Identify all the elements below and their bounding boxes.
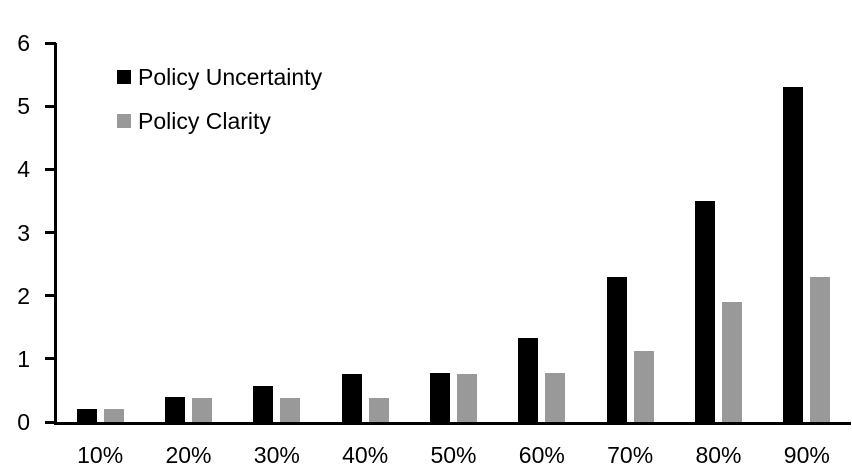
y-tick-label: 1: [17, 345, 30, 372]
bar-policy-uncertainty: [606, 276, 627, 422]
y-tick: [45, 231, 56, 234]
bar-policy-clarity: [368, 398, 389, 422]
y-axis-line: [54, 43, 57, 425]
y-tick: [45, 357, 56, 361]
x-axis-line: [54, 422, 851, 425]
legend-swatch-policy-uncertainty-icon: [117, 70, 131, 84]
y-tick-label: 0: [17, 409, 30, 435]
bar-policy-uncertainty: [783, 87, 804, 422]
x-tick-label: 50%: [430, 442, 477, 468]
x-tick-label: 70%: [607, 442, 654, 468]
bar-policy-clarity: [545, 373, 566, 422]
legend-label-policy-clarity: Policy Clarity: [138, 107, 271, 134]
bar-policy-uncertainty: [341, 374, 362, 422]
bar-policy-clarity: [722, 301, 742, 422]
bar-policy-uncertainty: [430, 372, 450, 422]
y-tick: [45, 41, 56, 45]
bar-policy-uncertainty: [518, 338, 539, 422]
bar-policy-clarity: [280, 398, 301, 422]
bar-policy-clarity: [457, 374, 477, 422]
bar-policy-uncertainty: [253, 386, 274, 422]
y-tick-label: 6: [17, 30, 30, 56]
y-tick: [45, 167, 56, 171]
legend-item-policy-uncertainty: Policy Uncertainty: [117, 63, 322, 91]
y-tick-label: 5: [17, 93, 30, 120]
bar-policy-clarity: [192, 398, 212, 422]
y-tick-label: 4: [17, 156, 30, 183]
bar-policy-uncertainty: [76, 409, 97, 422]
y-tick-label: 2: [17, 282, 30, 309]
legend: Policy Uncertainty Policy Clarity: [117, 63, 322, 135]
y-tick: [45, 294, 56, 298]
y-tick: [45, 420, 56, 424]
bar-policy-clarity: [103, 409, 124, 422]
x-tick-label: 40%: [342, 442, 389, 468]
y-tick: [45, 104, 56, 108]
bar-policy-uncertainty: [695, 200, 715, 422]
bar-policy-clarity: [810, 276, 831, 422]
x-tick-label: 90%: [783, 442, 830, 468]
legend-item-policy-clarity: Policy Clarity: [117, 107, 322, 135]
x-tick-label: 80%: [695, 442, 742, 468]
x-tick-label: 60%: [518, 442, 565, 468]
y-tick-label: 3: [17, 219, 30, 246]
legend-swatch-policy-clarity-icon: [117, 114, 131, 128]
x-tick-label: 20%: [165, 442, 212, 468]
bar-policy-uncertainty: [165, 396, 185, 422]
x-tick-label: 10%: [77, 442, 124, 468]
x-tick-label: 30%: [253, 442, 300, 468]
plot-area: 0 1 2 3 4 5 6 10% 20% 30% 40% 50% 60% 70% 80% 90%: [17, 30, 851, 467]
bar-policy-clarity: [633, 350, 654, 422]
legend-label-policy-uncertainty: Policy Uncertainty: [138, 63, 323, 90]
